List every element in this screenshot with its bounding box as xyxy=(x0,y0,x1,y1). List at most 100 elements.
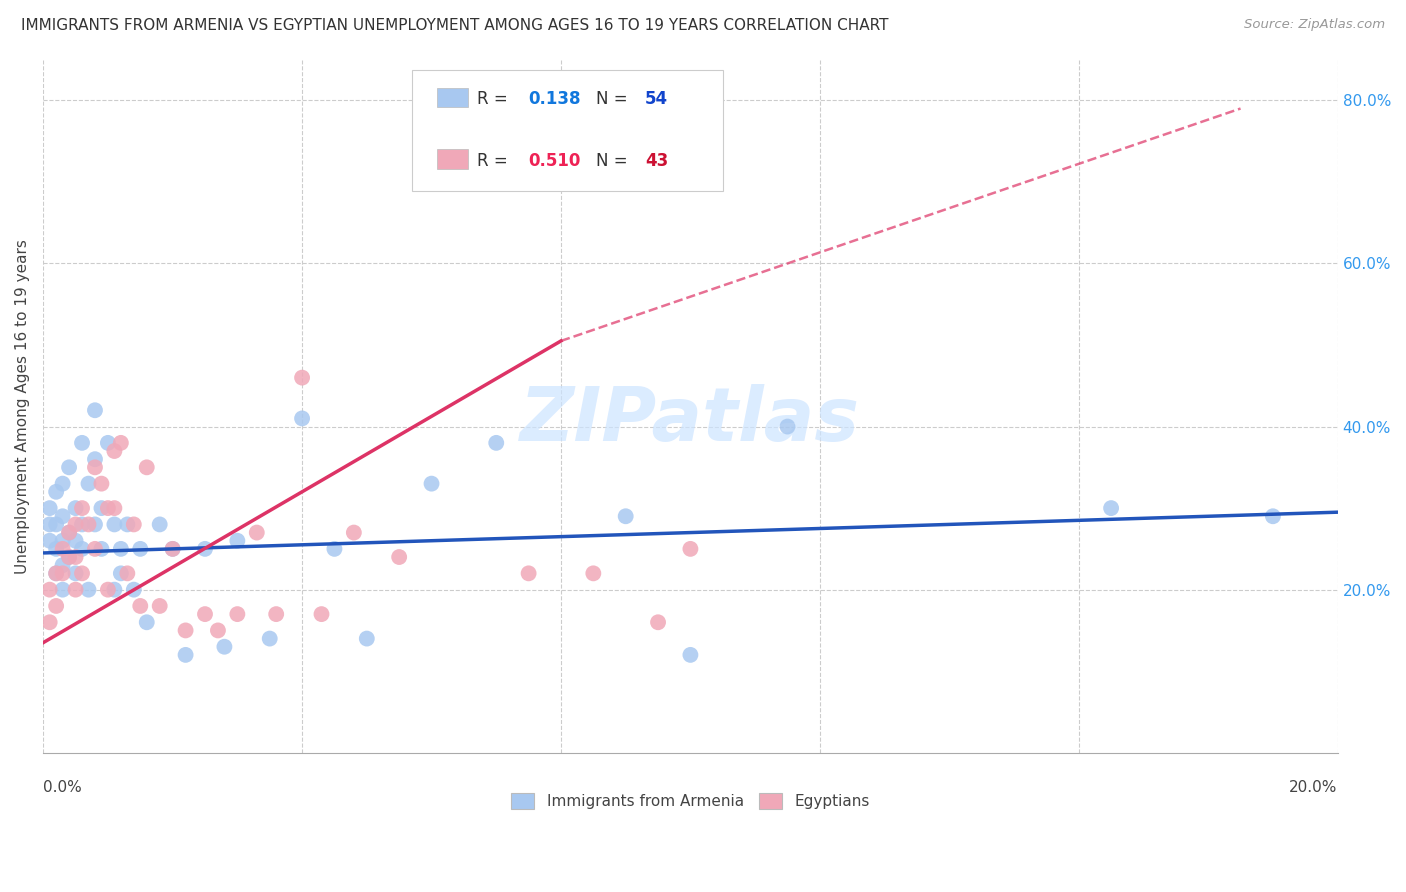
Point xyxy=(614,509,637,524)
Point xyxy=(58,549,80,564)
Point xyxy=(103,501,125,516)
Point xyxy=(52,541,75,556)
Point xyxy=(58,460,80,475)
Point xyxy=(110,541,132,556)
Point xyxy=(45,599,67,613)
Text: N =: N = xyxy=(596,152,633,169)
Point xyxy=(84,541,107,556)
Point xyxy=(356,632,378,646)
Point xyxy=(84,403,107,417)
Point xyxy=(485,435,508,450)
Point xyxy=(214,640,236,654)
Point xyxy=(52,566,75,581)
FancyBboxPatch shape xyxy=(437,150,468,169)
Point xyxy=(679,541,702,556)
Point xyxy=(129,541,152,556)
Point xyxy=(65,582,87,597)
Point xyxy=(388,549,411,564)
Point xyxy=(194,541,217,556)
Point xyxy=(343,525,366,540)
Text: R =: R = xyxy=(477,90,513,108)
Text: 0.0%: 0.0% xyxy=(44,780,82,796)
Point xyxy=(122,582,145,597)
Point xyxy=(97,582,120,597)
Text: 20.0%: 20.0% xyxy=(1289,780,1337,796)
Point xyxy=(679,648,702,662)
Point xyxy=(103,444,125,458)
Point xyxy=(77,476,100,491)
Point xyxy=(162,541,184,556)
Point xyxy=(194,607,217,621)
Point xyxy=(207,624,229,638)
Point xyxy=(264,607,287,621)
Text: N =: N = xyxy=(596,90,633,108)
Point xyxy=(70,541,93,556)
Text: Source: ZipAtlas.com: Source: ZipAtlas.com xyxy=(1244,18,1385,31)
Point xyxy=(38,501,60,516)
Point xyxy=(103,582,125,597)
Point xyxy=(65,501,87,516)
Point xyxy=(70,517,93,532)
Point xyxy=(246,525,269,540)
Point xyxy=(323,541,346,556)
Text: ZIPatlas: ZIPatlas xyxy=(520,384,860,457)
Point xyxy=(174,624,197,638)
Point xyxy=(90,476,112,491)
Point xyxy=(45,541,67,556)
Point xyxy=(70,501,93,516)
Point xyxy=(52,558,75,573)
Point xyxy=(90,541,112,556)
Point xyxy=(65,517,87,532)
Point xyxy=(52,533,75,548)
Point xyxy=(420,476,443,491)
Text: 43: 43 xyxy=(645,152,668,169)
Point xyxy=(52,476,75,491)
Point xyxy=(52,582,75,597)
Point xyxy=(70,566,93,581)
Point xyxy=(174,648,197,662)
Text: 54: 54 xyxy=(645,90,668,108)
Legend: Immigrants from Armenia, Egyptians: Immigrants from Armenia, Egyptians xyxy=(505,787,876,815)
Point xyxy=(776,419,799,434)
Point xyxy=(58,525,80,540)
Point xyxy=(135,615,157,630)
Point xyxy=(110,566,132,581)
Point xyxy=(97,435,120,450)
Point xyxy=(77,582,100,597)
Point xyxy=(58,525,80,540)
Point xyxy=(38,533,60,548)
Point xyxy=(122,517,145,532)
Point xyxy=(45,517,67,532)
Point xyxy=(582,566,605,581)
Point xyxy=(129,599,152,613)
Y-axis label: Unemployment Among Ages 16 to 19 years: Unemployment Among Ages 16 to 19 years xyxy=(15,239,30,574)
Point xyxy=(58,549,80,564)
Point xyxy=(1099,501,1122,516)
Point xyxy=(226,533,249,548)
Point xyxy=(647,615,669,630)
Point xyxy=(70,435,93,450)
Point xyxy=(311,607,333,621)
Point xyxy=(97,501,120,516)
Point xyxy=(117,517,139,532)
Point xyxy=(84,517,107,532)
Point xyxy=(90,501,112,516)
FancyBboxPatch shape xyxy=(412,70,723,191)
Text: 0.510: 0.510 xyxy=(529,152,581,169)
Point xyxy=(38,582,60,597)
Point xyxy=(110,435,132,450)
Point xyxy=(77,517,100,532)
Point xyxy=(259,632,281,646)
Point xyxy=(149,517,172,532)
Point xyxy=(453,175,475,189)
Point xyxy=(65,566,87,581)
Point xyxy=(149,599,172,613)
Point xyxy=(52,509,75,524)
Point xyxy=(226,607,249,621)
Point xyxy=(291,370,314,384)
Text: 0.138: 0.138 xyxy=(529,90,581,108)
Point xyxy=(38,517,60,532)
Point xyxy=(45,566,67,581)
Text: R =: R = xyxy=(477,152,513,169)
FancyBboxPatch shape xyxy=(437,87,468,107)
